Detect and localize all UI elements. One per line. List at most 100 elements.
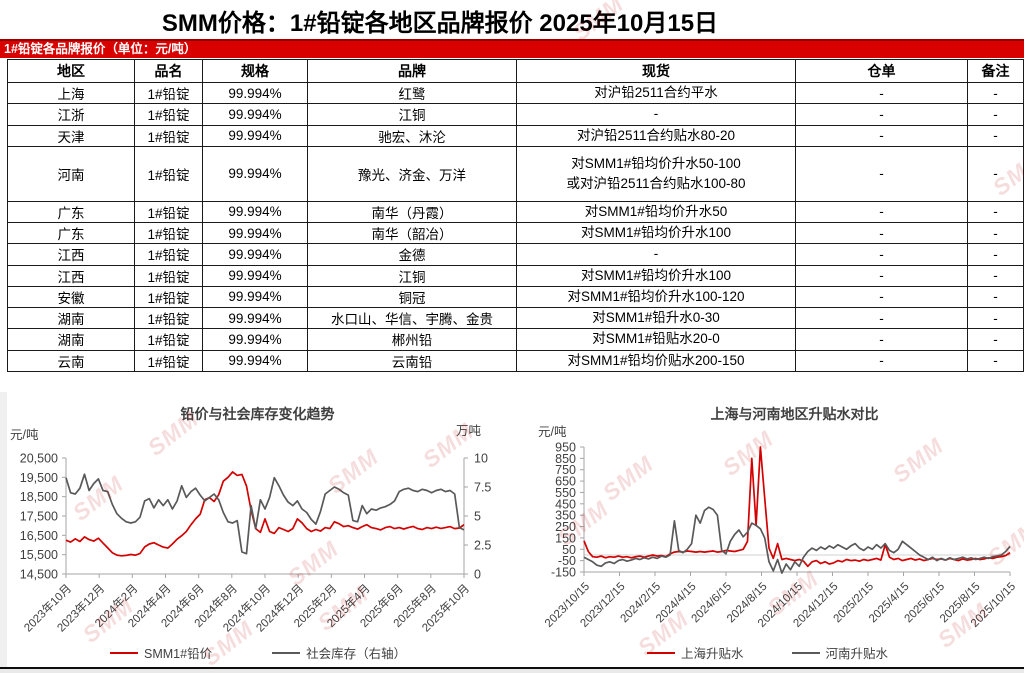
spot-line: 对SMM1#铅均价贴水200-150 [567, 352, 745, 368]
left-axis-unit-label: 元/吨 [10, 428, 39, 442]
cell-note: - [967, 221, 1024, 245]
cell-spec: 99.994% [202, 328, 308, 351]
legend-item: SMM1#铅价 [110, 643, 212, 662]
cell-brand: 南华（韶冶） [307, 221, 517, 245]
spot-line: - [653, 106, 659, 122]
cell-brand: 豫光、济金、万洋 [307, 145, 517, 202]
legend-item: 社会库存（右轴） [272, 643, 406, 662]
cell-region: 江浙 [7, 103, 135, 126]
cell-spot: 对SMM1#铅均价升水50 [516, 200, 796, 224]
table-header-row: 地区 品名 规格 品牌 现货 仓单 备注 [7, 59, 1024, 83]
cell-spec: 99.994% [202, 285, 308, 309]
premium-comparison-plot: 95085075065055045035025015050-50-1502023… [543, 441, 1018, 630]
svg-text:250: 250 [555, 520, 576, 534]
chart-legend-left: SMM1#铅价 社会库存（右轴） [110, 643, 406, 662]
cell-brand: 江铜 [307, 103, 517, 126]
cell-product: 1#铅锭 [134, 349, 203, 372]
cell-spot: 对SMM1#铅均价升水100 [516, 264, 796, 287]
table-row: 江西 1#铅锭 99.994% 江铜 对SMM1#铅均价升水100 - - [7, 264, 1024, 287]
right-axis-unit-label: 万吨 [456, 424, 482, 438]
cell-warrant: - [795, 285, 968, 309]
spot-line: 对SMM1#铅均价升水50 [584, 203, 728, 219]
cell-spec: 99.994% [202, 124, 308, 147]
svg-text:16,500: 16,500 [20, 529, 58, 543]
cell-brand: 水口山、华信、宇腾、金贵 [307, 306, 517, 330]
chart-title-right: 上海与河南地区升贴水对比 [710, 406, 879, 422]
cell-product: 1#铅锭 [134, 328, 203, 351]
cell-warrant: - [795, 145, 968, 202]
cell-spec: 99.994% [202, 221, 308, 245]
legend-label: 社会库存（右轴） [306, 647, 407, 661]
cell-warrant: - [795, 124, 968, 147]
col-header-0: 地区 [7, 59, 135, 83]
svg-text:7.5: 7.5 [474, 481, 491, 495]
cell-spec: 99.994% [202, 243, 308, 266]
cell-spot: - [516, 243, 796, 266]
cell-region: 江西 [7, 243, 135, 266]
cell-note: - [967, 306, 1024, 330]
cell-spec: 99.994% [202, 306, 308, 330]
bottom-divider [0, 667, 1024, 669]
cell-product: 1#铅锭 [134, 103, 203, 126]
svg-text:550: 550 [555, 486, 576, 500]
cell-warrant: - [795, 328, 968, 351]
cell-note: - [967, 124, 1024, 147]
table-row: 湖南 1#铅锭 99.994% 郴州铅 对SMM1#铅贴水20-0 - - [7, 328, 1024, 351]
cell-spot: 对SMM1#铅升水0-30 [516, 306, 796, 330]
svg-text:150: 150 [555, 531, 576, 545]
cell-warrant: - [795, 306, 968, 330]
table-row: 江西 1#铅锭 99.994% 金德 - - - [7, 243, 1024, 266]
bottom-margin [0, 669, 1024, 673]
chart-title-left: 铅价与社会库存变化趋势 [180, 406, 335, 422]
svg-text:5: 5 [474, 510, 481, 524]
page-title: SMM价格：1#铅锭各地区品牌报价 2025年10月15日 [161, 10, 719, 37]
table-row: 广东 1#铅锭 99.994% 南华（韶冶） 对SMM1#铅均价升水100 - - [7, 221, 1024, 245]
cell-product: 1#铅锭 [134, 243, 203, 266]
cell-note: - [967, 145, 1024, 202]
cell-product: 1#铅锭 [134, 81, 203, 105]
col-header-4: 现货 [516, 59, 796, 83]
svg-text:10: 10 [474, 452, 488, 466]
cell-product: 1#铅锭 [134, 264, 203, 287]
cell-brand: 郴州铅 [307, 328, 517, 351]
col-header-3: 品牌 [307, 59, 517, 83]
table-row: 天津 1#铅锭 99.994% 驰宏、沐沦 对沪铅2511合约贴水80-20 - - [7, 124, 1024, 147]
legend-label: SMM1#铅价 [144, 647, 213, 661]
legend-line-swatch [272, 651, 301, 654]
cell-spot: 对SMM1#铅贴水20-0 [516, 328, 796, 351]
cell-region: 云南 [7, 349, 135, 372]
cell-product: 1#铅锭 [134, 145, 203, 202]
cell-note: - [967, 200, 1024, 224]
cell-brand: 江铜 [307, 264, 517, 287]
spot-line: 对SMM1#铅贴水20-0 [592, 331, 720, 347]
cell-spot: 对SMM1#铅均价贴水200-150 [516, 349, 796, 372]
svg-text:0: 0 [474, 568, 481, 582]
spot-line: 对SMM1#铅均价升水100 [580, 267, 732, 283]
table-row: 上海 1#铅锭 99.994% 红鹭 对沪铅2511合约平水 - - [7, 81, 1024, 105]
cell-brand: 铜冠 [307, 285, 517, 309]
cell-warrant: - [795, 243, 968, 266]
cell-warrant: - [795, 81, 968, 105]
svg-text:15,500: 15,500 [20, 548, 58, 562]
legend-line-swatch [647, 651, 675, 654]
svg-text:450: 450 [555, 497, 576, 511]
svg-text:850: 850 [555, 452, 576, 466]
cell-warrant: - [795, 264, 968, 287]
col-header-6: 备注 [967, 59, 1024, 83]
spot-line: 对SMM1#铅均价升水100 [580, 225, 732, 240]
cell-spec: 99.994% [202, 200, 308, 224]
cell-spot: 对SMM1#铅均价升水100 [516, 221, 796, 245]
cell-region: 广东 [7, 221, 135, 245]
col-header-2: 规格 [202, 59, 308, 83]
table-row: 安徽 1#铅锭 99.994% 铜冠 对SMM1#铅均价升水100-120 - - [7, 285, 1024, 309]
legend-label: 上海升贴水 [681, 647, 744, 661]
cell-region: 安徽 [7, 285, 135, 309]
table-row: 江浙 1#铅锭 99.994% 江铜 - - - [7, 103, 1024, 126]
cell-product: 1#铅锭 [134, 221, 203, 245]
col-header-1: 品名 [134, 59, 203, 83]
svg-text:350: 350 [555, 509, 576, 523]
svg-text:950: 950 [555, 441, 576, 455]
cell-spec: 99.994% [202, 349, 308, 372]
quote-table: 地区 品名 规格 品牌 现货 仓单 备注 上海 1#铅锭 99.994% 红鹭 对沪铅2511合约平… [7, 59, 1024, 372]
